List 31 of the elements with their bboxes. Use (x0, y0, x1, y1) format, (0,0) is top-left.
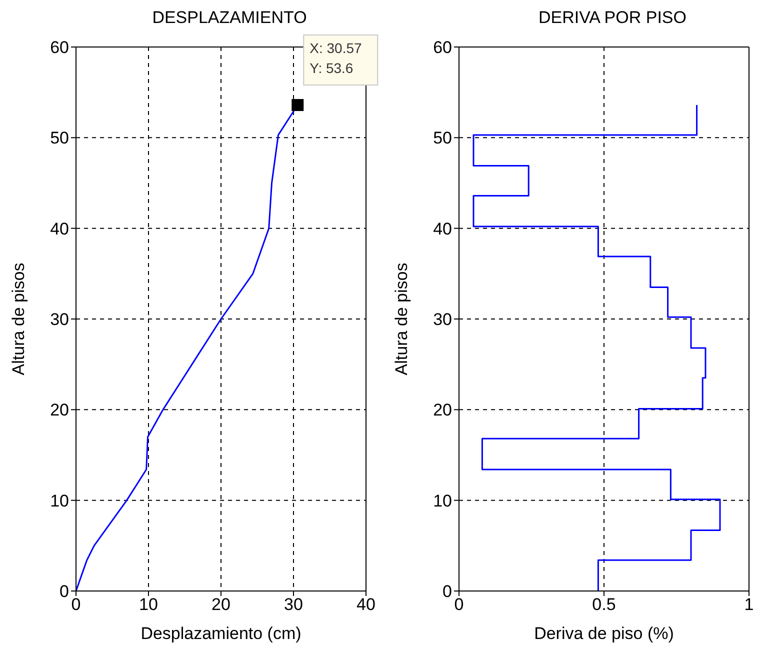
x-tick-label: 0 (71, 595, 81, 614)
y-tick-label: 0 (442, 582, 452, 602)
y-axis-title: Altura de pisos (9, 262, 28, 376)
datatip: X: 30.57 Y: 53.6 (292, 34, 378, 112)
y-axis-title: Altura de pisos (392, 262, 412, 376)
y-tick-label: 30 (433, 310, 452, 330)
x-tick-label: 40 (356, 595, 376, 614)
x-tick-label: 30 (284, 595, 303, 614)
y-tick-label: 40 (433, 219, 452, 238)
y-tick-label: 40 (50, 219, 69, 238)
y-tick-label: 60 (50, 38, 69, 58)
x-tick-label: 1 (744, 595, 754, 614)
y-tick-label: 20 (433, 400, 452, 420)
annotation: X: 30.57 Y: 53.6 (310, 40, 362, 76)
y-tick-label: 60 (433, 38, 452, 58)
chart-title: DESPLAZAMIENTO (151, 8, 308, 29)
x-tick-label: 0.5 (592, 595, 616, 614)
x-tick-label: 20 (212, 595, 230, 614)
y-tick-label: 10 (50, 491, 69, 510)
y-tick-label: 50 (50, 128, 69, 148)
chart-title: DERIVA POR PISO (537, 8, 688, 29)
x-tick-label: 0 (454, 595, 464, 614)
x-tick-label: 10 (139, 595, 158, 614)
line-series (472, 104, 721, 591)
y-tick-label: 30 (50, 310, 69, 330)
y-tick-label: 0 (60, 582, 69, 602)
y-tick-label: 10 (433, 491, 452, 510)
y-tick-label: 50 (433, 128, 452, 148)
x-axis-title: Desplazamiento (cm) (140, 624, 302, 643)
y-tick-label: 20 (50, 400, 69, 420)
x-axis-title: Deriva de piso (%) (534, 624, 674, 643)
